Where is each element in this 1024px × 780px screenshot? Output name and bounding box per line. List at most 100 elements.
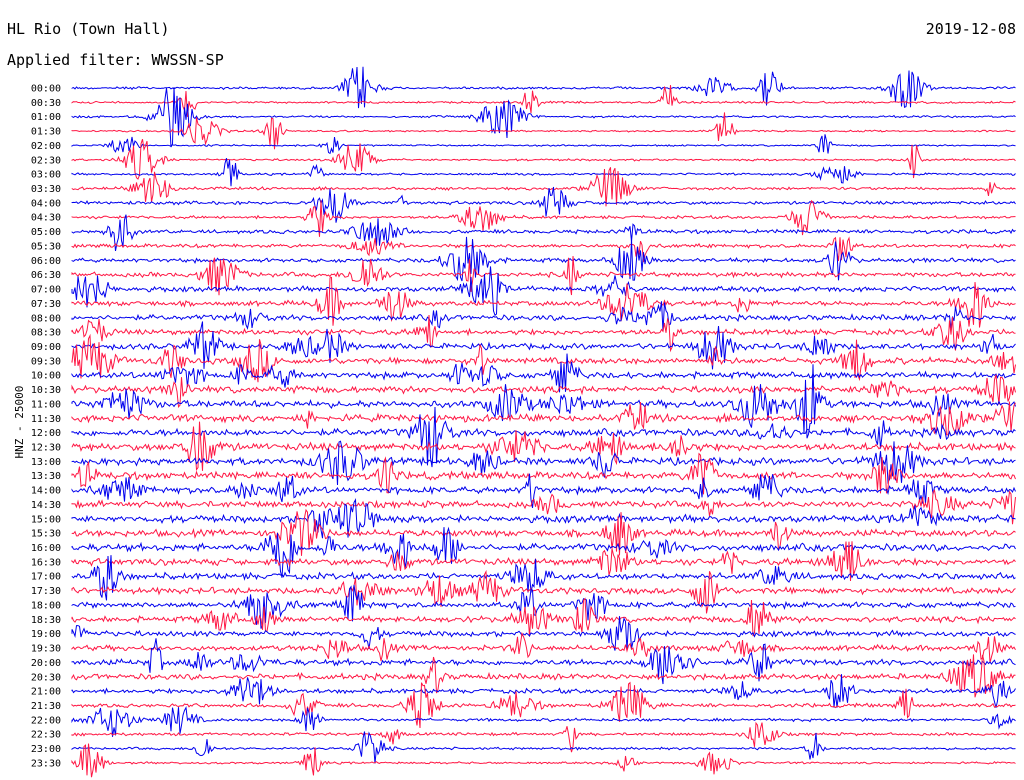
seismogram-trace — [71, 406, 1016, 468]
time-tick-label: 00:30 — [31, 98, 61, 109]
time-tick-label: 09:30 — [31, 356, 61, 367]
seismogram-trace — [71, 314, 1016, 353]
time-tick-label: 19:00 — [31, 629, 61, 640]
time-tick-label: 13:30 — [31, 471, 61, 482]
time-tick-label: 18:00 — [31, 600, 61, 611]
time-tick-label: 14:30 — [31, 500, 61, 511]
seismogram-trace — [71, 139, 1016, 180]
station-title: HL Rio (Town Hall) — [7, 20, 170, 38]
seismogram-trace — [71, 301, 1016, 332]
time-tick-label: 20:30 — [31, 672, 61, 683]
seismogram-trace — [71, 452, 1016, 495]
time-tick-label: 06:30 — [31, 270, 61, 281]
time-tick-label: 22:00 — [31, 715, 61, 726]
time-tick-label: 09:00 — [31, 342, 61, 353]
seismogram-trace — [71, 87, 1016, 148]
seismogram-trace — [71, 321, 1016, 370]
seismogram-trace — [71, 374, 1016, 408]
seismogram-trace — [71, 421, 1016, 471]
time-tick-label: 01:00 — [31, 112, 61, 123]
seismogram-trace — [71, 353, 1016, 393]
seismogram-trace — [71, 674, 1016, 708]
time-tick-label: 07:00 — [31, 285, 61, 296]
time-tick-label: 22:30 — [31, 730, 61, 741]
seismogram-trace — [71, 134, 1016, 155]
time-tick-label: 15:30 — [31, 529, 61, 540]
time-tick-label: 17:00 — [31, 572, 61, 583]
time-tick-label: 01:30 — [31, 127, 61, 138]
seismogram-trace — [71, 186, 1016, 223]
seismogram-trace — [71, 401, 1016, 436]
time-tick-label: 10:00 — [31, 371, 61, 382]
seismogram-trace — [71, 731, 1016, 764]
seismogram-trace — [71, 631, 1016, 663]
time-tick-label: 05:00 — [31, 227, 61, 238]
time-tick-label: 15:00 — [31, 514, 61, 525]
seismogram-trace — [71, 541, 1016, 582]
seismogram-trace — [71, 705, 1016, 737]
time-tick-label: 21:30 — [31, 701, 61, 712]
time-tick-label: 23:00 — [31, 744, 61, 755]
seismogram-trace — [71, 66, 1016, 109]
seismogram-trace — [71, 569, 1016, 614]
time-tick-label: 03:00 — [31, 170, 61, 181]
date-label: 2019-12-08 — [925, 20, 1016, 38]
seismogram-trace — [71, 555, 1016, 601]
seismogram-trace — [71, 276, 1016, 328]
time-tick-label: 19:30 — [31, 644, 61, 655]
seismogram-trace — [71, 508, 1016, 556]
time-tick-label: 14:00 — [31, 486, 61, 497]
seismogram-trace — [71, 236, 1016, 263]
time-tick-label: 23:30 — [31, 758, 61, 769]
time-tick-label: 07:30 — [31, 299, 61, 310]
seismogram-trace — [71, 681, 1016, 729]
seismogram-trace — [71, 158, 1016, 187]
seismogram-trace — [71, 489, 1016, 525]
time-tick-label: 11:30 — [31, 414, 61, 425]
time-tick-label: 04:00 — [31, 198, 61, 209]
seismogram-trace — [71, 85, 1016, 117]
time-tick-label: 11:00 — [31, 399, 61, 410]
time-tick-label: 02:30 — [31, 155, 61, 166]
time-tick-label: 04:30 — [31, 213, 61, 224]
time-tick-label: 08:00 — [31, 313, 61, 324]
seismogram-trace — [71, 616, 1016, 651]
seismogram-trace — [71, 743, 1016, 778]
seismogram-trace — [71, 266, 1016, 317]
seismogram-trace — [71, 364, 1016, 439]
seismogram-trace — [71, 721, 1016, 753]
seismogram-trace — [71, 526, 1016, 578]
time-tick-label: 17:30 — [31, 586, 61, 597]
seismogram-trace — [71, 597, 1016, 637]
seismogram-trace — [71, 473, 1016, 508]
time-tick-label: 13:00 — [31, 457, 61, 468]
time-tick-label: 16:00 — [31, 543, 61, 554]
time-tick-label: 03:30 — [31, 184, 61, 195]
seismogram-trace — [71, 333, 1016, 383]
seismogram-trace — [71, 440, 1016, 486]
filter-label: Applied filter: WWSSN-SP — [7, 51, 224, 69]
seismogram-trace — [71, 584, 1016, 629]
seismogram-trace — [71, 236, 1016, 282]
seismogram-trace — [71, 654, 1016, 698]
seismogram-trace — [71, 214, 1016, 251]
time-tick-label: 21:00 — [31, 687, 61, 698]
time-tick-label: 02:00 — [31, 141, 61, 152]
seismogram-trace — [71, 256, 1016, 296]
time-tick-label: 06:00 — [31, 256, 61, 267]
time-tick-label: 10:30 — [31, 385, 61, 396]
time-tick-label: 00:00 — [31, 84, 61, 95]
seismogram-trace — [71, 167, 1016, 207]
time-tick-label: 05:30 — [31, 241, 61, 252]
time-tick-label: 20:00 — [31, 658, 61, 669]
seismogram-trace — [71, 112, 1016, 150]
time-tick-label: 08:30 — [31, 328, 61, 339]
time-tick-label: 16:30 — [31, 557, 61, 568]
seismogram-trace — [71, 638, 1016, 685]
time-tick-label: 12:30 — [31, 443, 61, 454]
seismogram-trace — [71, 199, 1016, 237]
seismogram-trace — [71, 498, 1016, 539]
time-tick-label: 12:00 — [31, 428, 61, 439]
time-tick-label: 18:30 — [31, 615, 61, 626]
